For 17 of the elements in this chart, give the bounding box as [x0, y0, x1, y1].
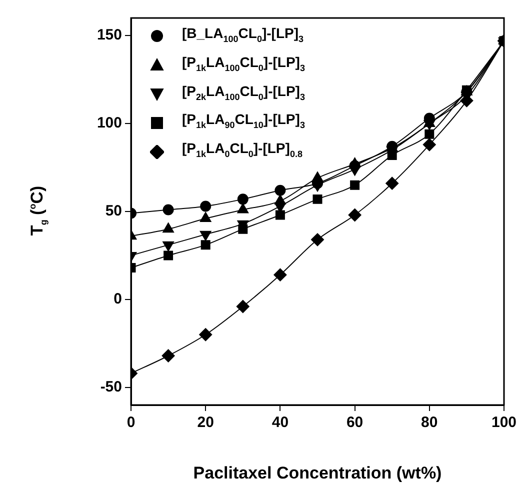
x-tick-label: 60	[346, 414, 364, 432]
legend-label: [P$_{2k}$LA$_{100}$CL$_{0}$]-[LP]$_{3}$	[182, 82, 305, 104]
x-axis-title: Paclitaxel Concentration (wt%)	[193, 463, 442, 482]
y-tick-label: 50	[105, 202, 122, 220]
y-tick-label: 100	[96, 114, 122, 132]
y-tick-label: -50	[100, 378, 122, 396]
legend-label: [P$_{1k}$LA$_{0}$CL$_{0}$]-[LP]$_{0.8}$	[182, 139, 302, 161]
y-tick-label: 150	[96, 26, 122, 44]
legend-label: [P$_{1k}$LA$_{100}$CL$_{0}$]-[LP]$_{3}$	[182, 52, 305, 75]
legend-label: [B_LA$_{100}$CL$_{0}$]-[LP]$_{3}$	[182, 24, 304, 46]
legend-label: [P$_{1k}$LA$_{90}$CL$_{10}$]-[LP]$_{3}$	[182, 110, 305, 132]
x-tick-label: 40	[272, 414, 289, 432]
y-tick-label: 0	[114, 290, 122, 308]
x-tick-label: 20	[197, 414, 214, 432]
x-tick-label: 80	[421, 414, 438, 432]
x-tick-label: 0	[126, 414, 136, 432]
x-tick-label: 100	[491, 414, 517, 432]
